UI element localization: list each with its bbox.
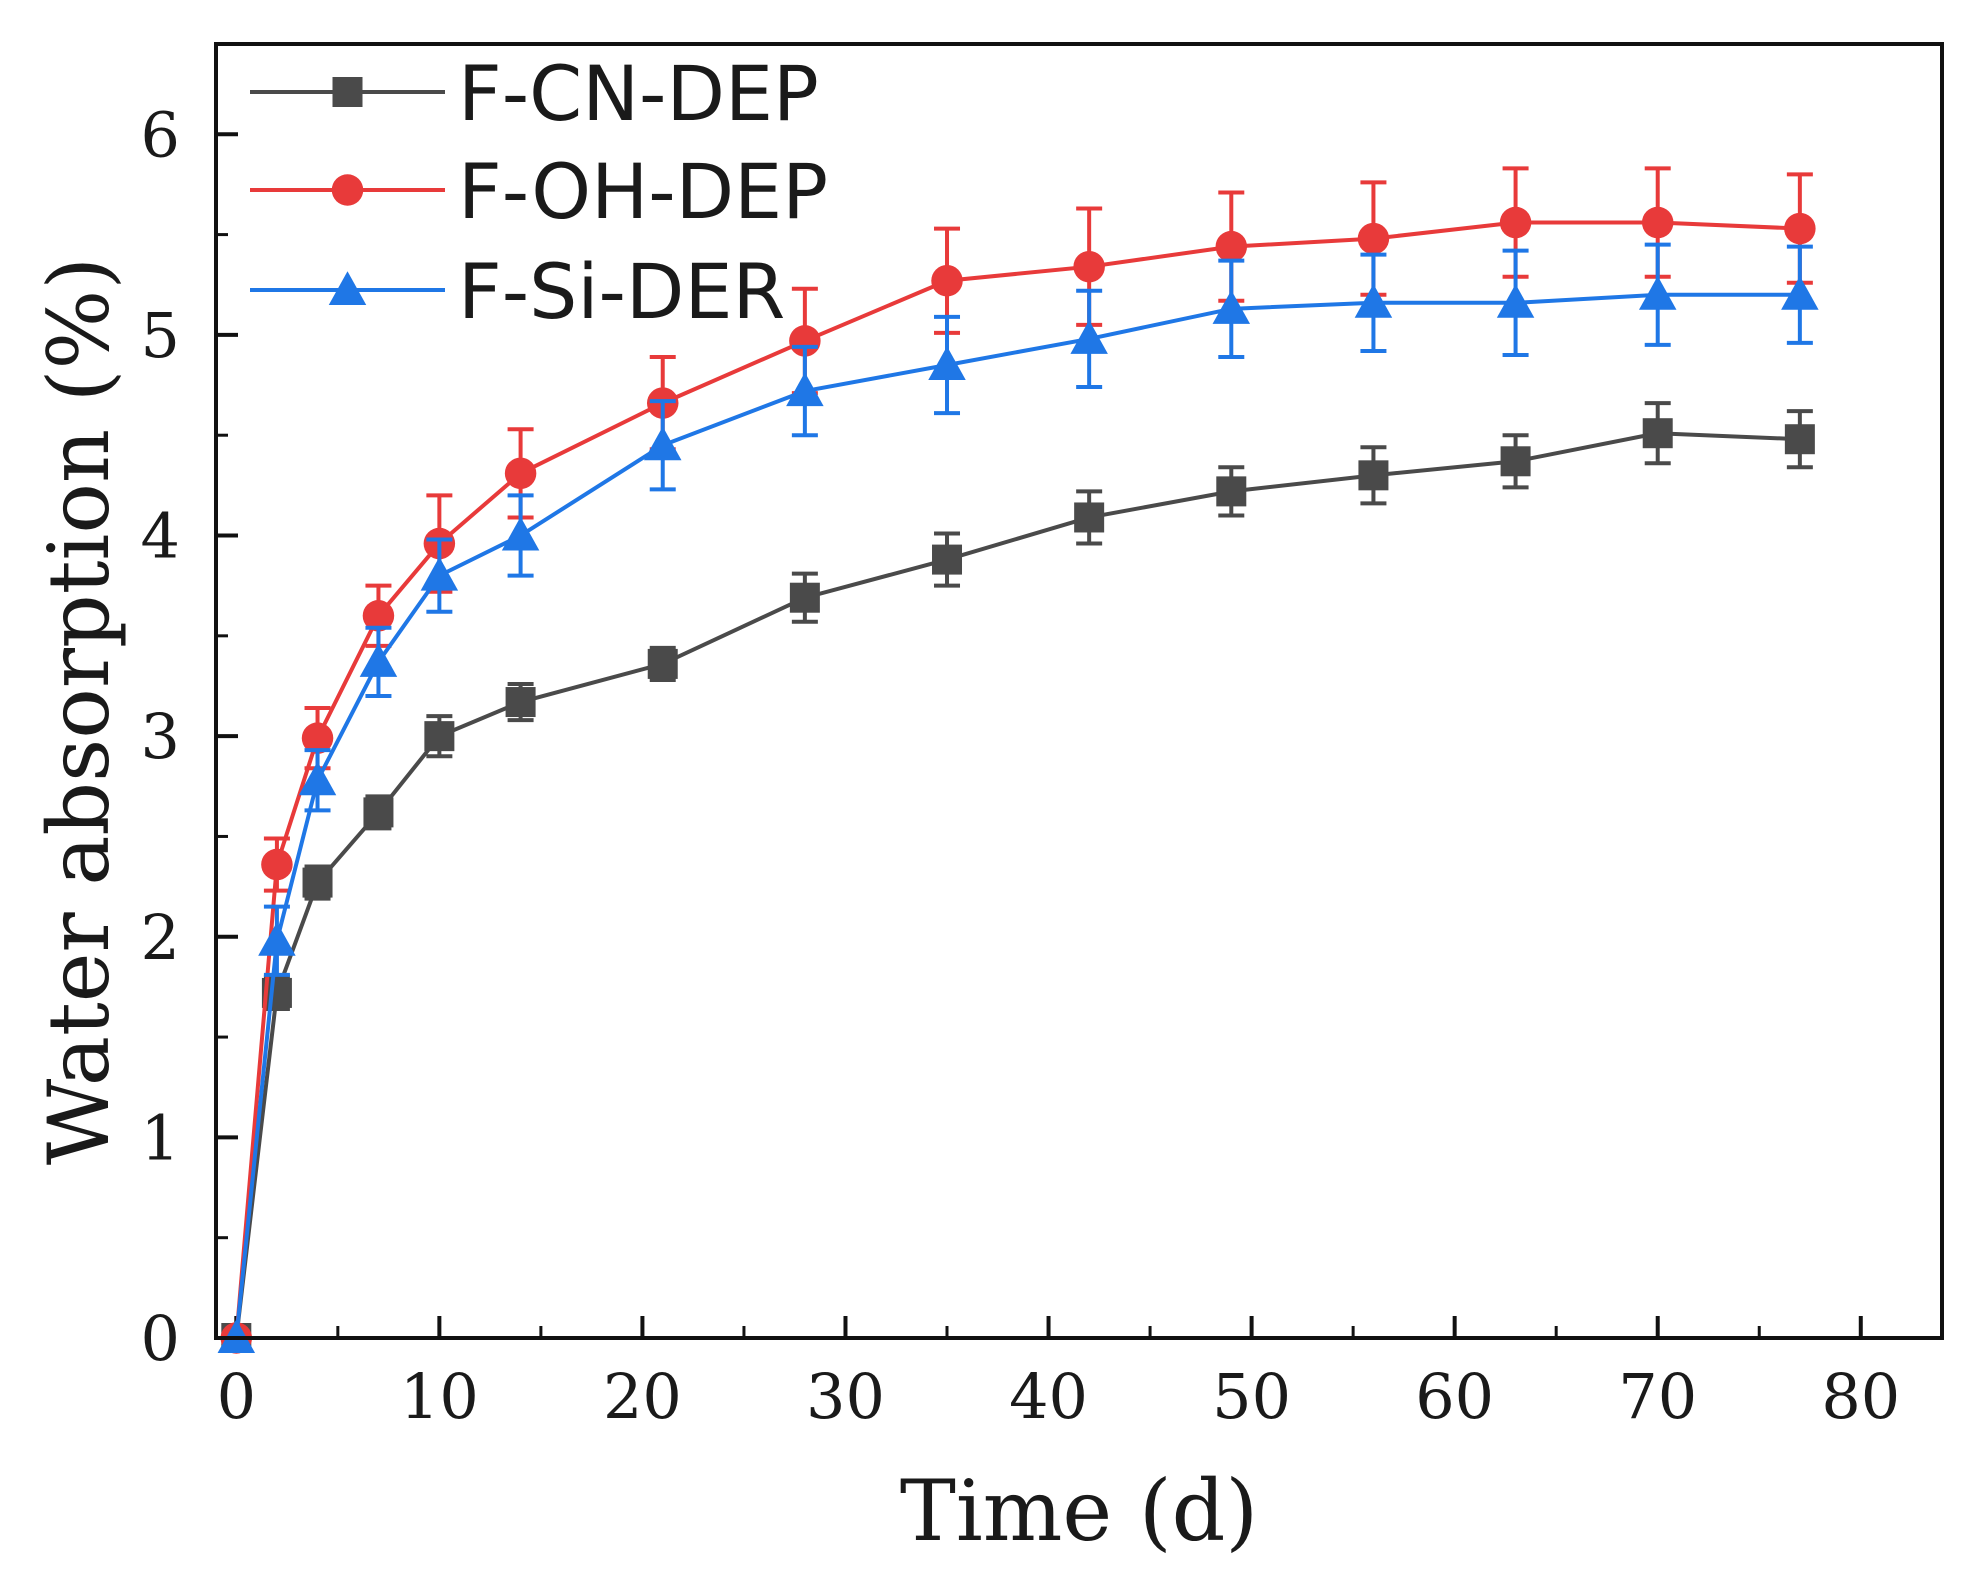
series-F-CN-DEP xyxy=(221,401,1815,1353)
data-point xyxy=(363,797,394,828)
y-tick-label: 1 xyxy=(141,1101,180,1174)
legend-item: F-OH-DEP xyxy=(250,147,828,236)
data-point xyxy=(505,687,536,718)
data-point xyxy=(298,761,337,796)
data-point xyxy=(1073,250,1105,283)
legend-label: F-OH-DEP xyxy=(458,147,828,236)
data-point xyxy=(1212,290,1251,324)
x-tick-label: 20 xyxy=(603,1360,682,1433)
data-point xyxy=(928,346,966,380)
data-point xyxy=(931,264,963,297)
data-point xyxy=(932,544,963,575)
x-tick-label: 10 xyxy=(400,1360,479,1433)
data-point xyxy=(261,848,293,881)
y-tick-label: 6 xyxy=(141,98,180,171)
x-tick-label: 70 xyxy=(1618,1360,1697,1433)
y-tick-label: 0 xyxy=(141,1302,180,1375)
legend-item: F-CN-DEP xyxy=(250,49,819,138)
y-tick-label: 2 xyxy=(141,901,180,974)
y-tick-label: 3 xyxy=(141,700,180,773)
x-tick-label: 60 xyxy=(1415,1360,1494,1433)
legend: F-CN-DEP F-OH-DEP F-Si-DER xyxy=(250,49,828,336)
data-point xyxy=(359,643,398,677)
data-point xyxy=(1074,502,1105,533)
x-tick-label: 50 xyxy=(1212,1360,1291,1433)
data-point xyxy=(258,922,296,956)
data-point xyxy=(301,722,334,754)
x-axis-title: Time (d) xyxy=(900,1462,1258,1560)
x-tick-label: 40 xyxy=(1009,1360,1088,1433)
plot-frame xyxy=(214,42,1944,1340)
data-point xyxy=(643,426,682,461)
data-point xyxy=(1781,276,1819,310)
data-point xyxy=(1216,476,1247,507)
data-point xyxy=(1784,424,1815,455)
legend-label: F-CN-DEP xyxy=(458,49,819,138)
legend-marker xyxy=(331,174,364,206)
series-F-OH-DEP xyxy=(220,166,1816,1354)
legend-label: F-Si-DER xyxy=(458,247,785,336)
plot-area xyxy=(217,166,1819,1354)
data-point xyxy=(501,516,540,551)
legend-marker xyxy=(332,77,363,107)
data-point xyxy=(1357,222,1390,255)
legend-item: F-Si-DER xyxy=(250,247,785,336)
y-tick-label: 5 xyxy=(141,299,180,372)
data-point xyxy=(1496,284,1535,318)
data-point xyxy=(1500,446,1531,477)
series-F-Si-DER xyxy=(217,242,1819,1353)
data-point xyxy=(1358,460,1389,491)
data-point xyxy=(1354,284,1393,318)
data-point xyxy=(647,648,678,679)
x-tick-label: 80 xyxy=(1821,1360,1900,1433)
series-line xyxy=(234,220,1800,1339)
data-point xyxy=(504,457,537,490)
data-point xyxy=(786,372,824,407)
data-point xyxy=(1638,276,1677,310)
tick-labels: 0 10 20 30 40 50 60 70 80 0 1 2 3 4 5 6 xyxy=(141,98,1901,1433)
data-point xyxy=(1070,320,1108,354)
data-point xyxy=(1642,418,1673,449)
series-line xyxy=(234,431,1800,1339)
y-tick-label: 4 xyxy=(141,500,180,573)
x-tick-label: 0 xyxy=(217,1360,256,1433)
data-point xyxy=(1215,230,1248,263)
x-tick-label: 30 xyxy=(806,1360,885,1433)
data-point xyxy=(1784,212,1816,245)
legend-marker xyxy=(328,271,367,305)
y-axis-title: Water absorption (%) xyxy=(30,257,128,1165)
data-point xyxy=(362,600,395,632)
data-point xyxy=(1641,206,1674,239)
data-point xyxy=(1499,206,1532,239)
data-point xyxy=(789,582,820,613)
data-point xyxy=(302,867,333,898)
data-point xyxy=(424,721,455,752)
data-point xyxy=(420,556,459,591)
